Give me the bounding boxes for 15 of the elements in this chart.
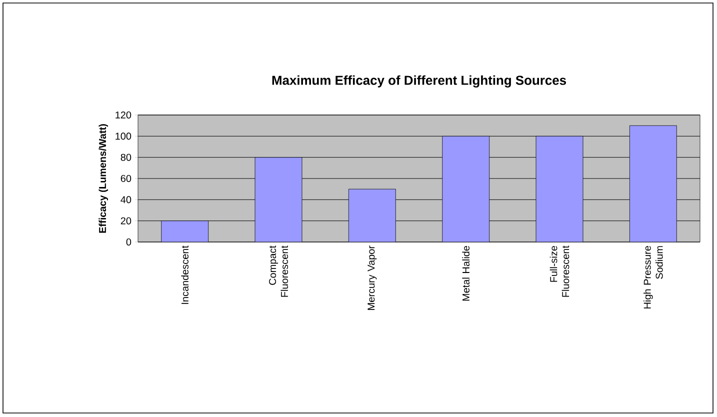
y-tick-label: 60: [120, 174, 132, 182]
chart-title: Maximum Efficacy of Different Lighting Sources: [272, 75, 566, 88]
x-tick-label: High Pressure Sodium: [644, 246, 663, 308]
x-tick-label: Metal Halide: [462, 246, 470, 301]
y-tick-label: 40: [120, 196, 132, 204]
x-tick-label: Mercury Vapor: [368, 246, 377, 310]
y-tick-label: 20: [120, 217, 132, 224]
y-axis-title: Efficacy (Lumens/Watt): [98, 124, 108, 233]
y-tick-label: 100: [116, 132, 132, 140]
y-tick-label: 0: [126, 238, 132, 246]
x-tick-label: Incandescent: [181, 246, 188, 304]
y-tick-label: 120: [116, 111, 132, 119]
y-tick-label: 80: [120, 154, 132, 161]
x-tick-label: Full-size Fluorescent: [550, 246, 570, 297]
x-tick-label: Compact Fluorescent: [269, 246, 288, 297]
